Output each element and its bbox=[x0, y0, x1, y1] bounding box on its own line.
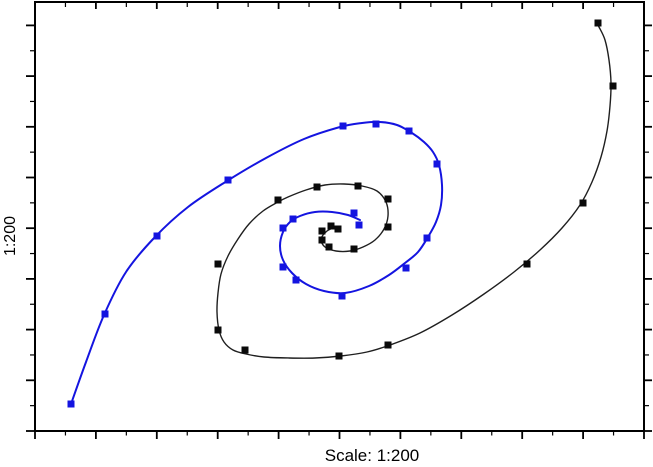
data-point-marker-black-spiral bbox=[384, 341, 392, 349]
data-point-marker-blue-spiral bbox=[372, 120, 380, 128]
x-axis-label: Scale: 1:200 bbox=[324, 446, 420, 465]
data-point-marker-blue-spiral bbox=[279, 263, 287, 271]
data-point-marker-blue-spiral bbox=[339, 122, 347, 130]
data-point-marker-black-spiral bbox=[318, 227, 326, 235]
data-point-marker-black-spiral bbox=[274, 196, 282, 204]
data-point-marker-black-spiral bbox=[327, 222, 335, 230]
series-curve-blue-spiral bbox=[70, 120, 444, 405]
data-point-marker-blue-spiral bbox=[153, 232, 161, 240]
data-point-marker-blue-spiral bbox=[433, 160, 441, 168]
data-point-marker-blue-spiral bbox=[292, 276, 300, 284]
data-point-marker-black-spiral bbox=[313, 183, 321, 191]
data-point-marker-blue-spiral bbox=[355, 221, 363, 229]
series-curve-black-spiral bbox=[216, 21, 612, 359]
data-point-marker-blue-spiral bbox=[67, 400, 75, 408]
data-point-marker-blue-spiral bbox=[279, 224, 287, 232]
data-point-marker-black-spiral bbox=[214, 260, 222, 268]
data-point-marker-black-spiral bbox=[350, 245, 358, 253]
data-point-marker-blue-spiral bbox=[101, 310, 109, 318]
data-point-marker-blue-spiral bbox=[402, 264, 410, 272]
data-point-marker-blue-spiral bbox=[423, 234, 431, 242]
data-point-marker-black-spiral bbox=[609, 82, 617, 90]
data-point-marker-blue-spiral bbox=[338, 292, 346, 300]
data-point-marker-black-spiral bbox=[318, 236, 326, 244]
y-axis-label: 1:200 bbox=[2, 215, 19, 257]
data-point-marker-black-spiral bbox=[384, 223, 392, 231]
data-point-marker-black-spiral bbox=[334, 225, 342, 233]
data-point-marker-black-spiral bbox=[325, 243, 333, 251]
data-point-marker-black-spiral bbox=[335, 352, 343, 360]
data-point-marker-blue-spiral bbox=[350, 209, 358, 217]
data-point-marker-blue-spiral bbox=[224, 176, 232, 184]
data-point-marker-blue-spiral bbox=[405, 127, 413, 135]
data-point-marker-black-spiral bbox=[523, 260, 531, 268]
data-point-marker-black-spiral bbox=[384, 195, 392, 203]
data-point-marker-blue-spiral bbox=[289, 215, 297, 223]
plot-frame bbox=[34, 1, 645, 432]
data-point-marker-black-spiral bbox=[579, 199, 587, 207]
data-point-marker-black-spiral bbox=[241, 346, 249, 354]
data-point-marker-black-spiral bbox=[354, 182, 362, 190]
data-point-marker-black-spiral bbox=[214, 326, 222, 334]
data-point-marker-black-spiral bbox=[594, 19, 602, 27]
